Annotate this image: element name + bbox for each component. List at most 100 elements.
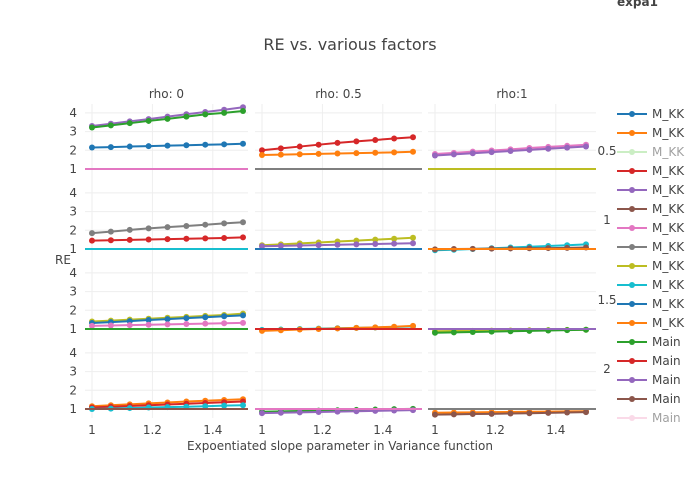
legend-item[interactable]: Main [617,392,681,406]
data-point[interactable] [89,237,95,244]
data-point[interactable] [334,408,341,415]
legend-item[interactable]: M_KK [617,164,685,178]
data-point[interactable] [126,322,133,329]
data-point[interactable] [183,113,190,120]
data-point[interactable] [334,150,341,157]
data-point[interactable] [450,329,457,336]
data-point[interactable] [202,235,209,242]
data-point[interactable] [164,321,171,328]
data-point[interactable] [450,151,457,158]
data-point[interactable] [89,322,95,329]
data-point[interactable] [410,240,416,247]
legend-item[interactable]: Main [617,373,681,387]
data-point[interactable] [221,141,228,148]
data-point[interactable] [89,124,95,131]
data-point[interactable] [183,315,190,322]
legend-item[interactable]: M_KK [617,259,685,273]
data-point[interactable] [488,410,495,417]
data-point[interactable] [334,241,341,248]
data-point[interactable] [315,242,322,249]
legend-item[interactable]: Main [617,411,681,425]
data-point[interactable] [277,409,284,416]
data-point[interactable] [240,140,246,147]
data-point[interactable] [126,143,133,150]
data-point[interactable] [450,411,457,418]
data-point[interactable] [372,137,379,144]
data-point[interactable] [221,220,228,227]
data-point[interactable] [107,144,114,151]
data-point[interactable] [488,149,495,156]
legend-item[interactable]: Main [617,354,681,368]
data-point[interactable] [410,148,416,155]
data-point[interactable] [240,108,246,115]
data-point[interactable] [391,240,398,247]
data-point[interactable] [410,234,416,241]
legend-item[interactable]: M_KK [617,202,685,216]
data-point[interactable] [372,236,379,243]
data-point[interactable] [296,242,303,249]
data-point[interactable] [145,225,152,232]
data-point[interactable] [277,242,284,249]
data-point[interactable] [488,328,495,335]
legend-item[interactable]: M_KK [617,221,685,235]
data-point[interactable] [221,320,228,327]
data-point[interactable] [353,241,360,248]
legend-item[interactable]: M_KK [617,107,685,121]
data-point[interactable] [183,142,190,149]
data-point[interactable] [183,320,190,327]
data-point[interactable] [564,144,571,151]
data-point[interactable] [432,411,438,418]
data-point[interactable] [107,237,114,244]
data-point[interactable] [564,409,571,416]
data-point[interactable] [277,145,284,152]
data-point[interactable] [507,410,514,417]
data-point[interactable] [507,148,514,155]
data-point[interactable] [259,147,265,154]
data-point[interactable] [315,150,322,157]
data-point[interactable] [240,312,246,319]
data-point[interactable] [145,321,152,328]
data-point[interactable] [126,226,133,233]
data-point[interactable] [107,122,114,129]
data-point[interactable] [221,402,228,409]
data-point[interactable] [259,410,265,417]
data-point[interactable] [410,134,416,141]
data-point[interactable] [240,319,246,326]
data-point[interactable] [240,402,246,409]
data-point[interactable] [545,145,552,152]
legend-item[interactable]: M_KK [617,297,685,311]
data-point[interactable] [372,240,379,247]
data-point[interactable] [334,139,341,146]
data-point[interactable] [240,234,246,241]
data-point[interactable] [145,117,152,124]
data-point[interactable] [183,235,190,242]
data-point[interactable] [221,313,228,320]
legend-item[interactable]: M_KK [617,240,685,254]
data-point[interactable] [240,219,246,226]
data-point[interactable] [296,143,303,150]
data-point[interactable] [145,317,152,324]
data-point[interactable] [391,149,398,156]
data-point[interactable] [432,329,438,336]
data-point[interactable] [432,152,438,159]
data-point[interactable] [315,408,322,415]
data-point[interactable] [583,143,589,150]
data-point[interactable] [145,236,152,243]
data-point[interactable] [202,314,209,321]
data-point[interactable] [221,234,228,241]
data-point[interactable] [202,221,209,228]
data-point[interactable] [107,228,114,235]
data-point[interactable] [202,141,209,148]
legend-item[interactable]: M_KK [617,183,685,197]
data-point[interactable] [583,409,589,416]
legend-item[interactable]: M_KK [617,316,685,330]
data-point[interactable] [372,149,379,156]
data-point[interactable] [526,146,533,153]
legend-item[interactable]: M_KK [617,145,685,159]
data-point[interactable] [391,135,398,142]
data-point[interactable] [545,409,552,416]
data-point[interactable] [296,409,303,416]
data-point[interactable] [296,151,303,158]
data-point[interactable] [315,141,322,148]
data-point[interactable] [126,236,133,243]
